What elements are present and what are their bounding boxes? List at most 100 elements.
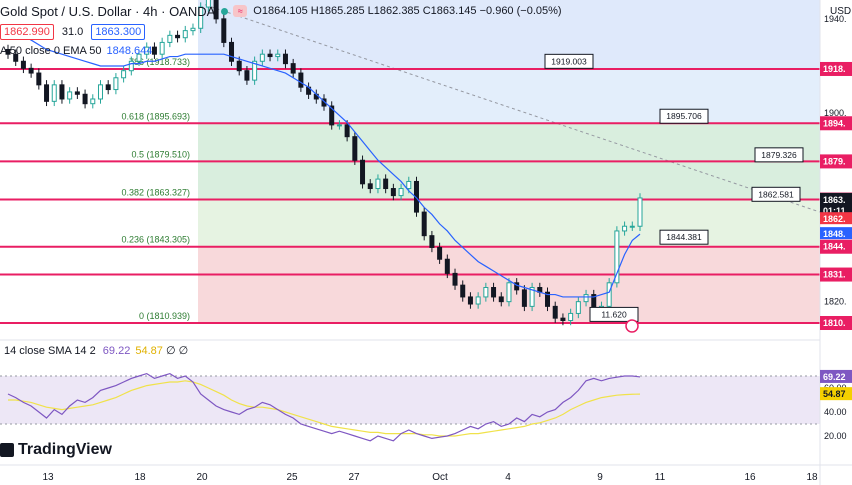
candle-body [213,0,219,20]
callout-text: 11.620 [601,309,627,319]
axis-tag [820,192,852,205]
price-tick: 1900. [824,108,847,118]
candle-body [105,84,111,91]
date-tick: 9 [597,472,603,483]
candle-body [398,188,404,197]
candle-body [390,188,396,197]
axis-price-tag [820,239,852,254]
date-tick: 16 [744,472,756,483]
rsi-value: 69.22 [102,345,131,357]
candle-body [622,225,628,232]
candle-body [614,230,620,284]
candle-body [360,159,366,185]
callout-box [754,147,804,163]
candle-body [429,235,435,248]
axis-price-tag [820,61,852,76]
spread-value: 31.0 [61,25,84,38]
candle-body [267,53,273,58]
date-tick: 25 [286,472,298,483]
candle-body [236,60,242,72]
price-callout: 1919.003 [544,53,594,69]
candle-body [475,296,481,305]
axis-price-text: 1810. [823,318,846,328]
candle-body [252,60,258,81]
fib-zone-382 [198,199,820,247]
axis-tag-text: 1863. [823,195,846,205]
event-icon [625,319,639,333]
candle-body [506,282,512,303]
tradingview-logo[interactable]: TradingView [0,441,112,459]
candle-body [90,98,96,105]
candle-body [437,246,443,260]
ema-legend[interactable]: A 50 close 0 EMA 50 1848.644 [0,45,152,57]
candle-body [244,70,250,81]
candle-body [5,48,11,55]
rsi-legend[interactable]: 14 close SMA 14 2 69.22 54.87 ∅ ∅ [4,344,188,357]
callout-box [751,186,801,202]
axis-price-tag [820,267,852,282]
candle-body [275,53,281,58]
callout-text: 1919.003 [551,56,587,66]
price-callout: 1895.706 [659,108,709,124]
logo-icon [0,443,14,457]
axis-price-text: 1918. [823,64,846,74]
date-tick: 18 [806,472,818,483]
buy-button[interactable]: 1863.300 [91,23,146,40]
candle-body [151,46,157,55]
date-tick: 18 [134,472,146,483]
candle-body [175,34,181,39]
alert-badge-icon[interactable]: ≈ [233,5,248,17]
currency-label[interactable]: USD [830,6,852,17]
symbol-title[interactable]: Gold Spot / U.S. Dollar · 4h · OANDA [0,3,216,19]
date-tick: 27 [348,472,360,483]
candle-body [483,287,489,298]
axis-price-text: 1894. [823,118,846,128]
callout-box [589,306,639,322]
rsi-label: 14 close SMA 14 2 [4,345,96,357]
candle-body [28,67,34,74]
candle-body [136,53,142,62]
rsi-tick: 40.00 [824,407,847,417]
candle-body [606,282,612,307]
candle-body [421,211,427,237]
candle-body [575,301,581,314]
candle-body [290,63,296,74]
axis-price-text: 1831. [823,270,846,280]
axis-price-text: 1844. [823,242,846,252]
candle-body [182,30,188,39]
rsi-ma-value: 54.87 [135,345,163,357]
callout-text: 1844.381 [666,232,702,242]
price-tick: 1820. [824,297,847,307]
candle-body [159,41,165,55]
candle-body [452,272,458,286]
candle-body [259,53,265,62]
trend-line [204,4,821,213]
date-tick: 20 [196,472,208,483]
rsi-extra: ∅ ∅ [165,345,189,357]
axis-tag-text: 1862. [823,214,846,224]
sell-button[interactable]: 1862.990 [0,23,54,40]
rsi-tick: 20.00 [824,431,847,441]
candle-body [144,46,150,55]
rsi-tag [820,387,852,401]
candle-body [521,289,527,307]
price-callout: 1879.326 [754,147,804,163]
ema-value: 1848.644 [106,45,153,57]
candle-body [167,34,173,43]
candle-body [51,84,57,102]
candle-body [336,124,342,127]
candle-body [128,60,134,72]
logo-text: TradingView [18,441,112,458]
candle-body [545,291,551,307]
candle-body [282,53,288,65]
candle-body [121,70,127,79]
price-callout: 1844.381 [659,229,709,245]
candle-body [229,41,235,62]
callout-text: 1879.326 [761,150,797,160]
date-tick: 11 [655,472,666,483]
candle-body [298,72,304,88]
axis-price-tag [820,116,852,131]
candle-body [383,178,389,190]
candle-body [13,53,19,62]
